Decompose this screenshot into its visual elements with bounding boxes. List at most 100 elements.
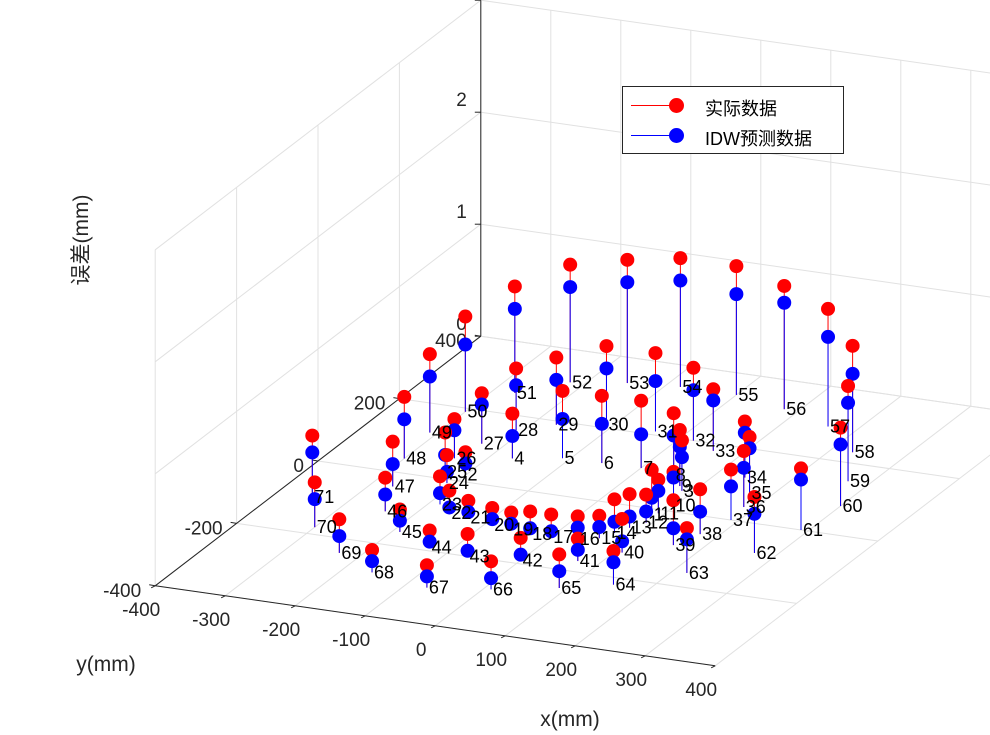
marker-actual-26 [447,412,462,427]
marker-actual-58 [845,338,860,353]
marker-idw-33 [706,393,721,408]
legend-label-idw: IDW预测数据 [705,129,812,149]
marker-idw-39 [666,521,681,536]
marker-actual-47 [385,434,400,449]
marker-actual-48 [397,389,412,404]
marker-actual-5 [555,383,570,398]
y-tick-label: 200 [354,394,386,415]
marker-idw-10 [666,470,681,485]
marker-actual-51 [507,279,522,294]
marker-idw-6 [594,416,609,431]
x-tick-label: 200 [545,660,577,681]
marker-idw-4 [505,429,520,444]
legend-item-actual: 实际数据 [623,91,843,121]
marker-idw-36 [736,460,751,475]
point-label-27: 27 [484,434,504,454]
marker-idw-42 [513,547,528,562]
marker-actual-65 [552,547,567,562]
marker-actual-12 [639,487,654,502]
marker-actual-45 [392,502,407,517]
marker-idw-17 [544,524,559,539]
marker-idw-67 [419,569,434,584]
marker-actual-28 [509,361,524,376]
point-label-12: 12 [648,513,668,533]
legend-item-idw: IDW预测数据 [623,121,843,151]
marker-actual-27 [474,386,489,401]
sidewall-gridline-z [154,0,482,251]
x-tick-mark [640,655,646,659]
marker-actual-6 [594,388,609,403]
marker-actual-42 [513,530,528,545]
marker-idw-15 [592,520,607,534]
point-label-9: 9 [682,476,692,496]
x-tick-label: 400 [685,680,717,701]
y-tick-mark [311,459,319,462]
grid-layer [154,0,990,667]
point-label-11: 11 [660,503,679,523]
marker-actual-30 [599,339,614,354]
marker-actual-59 [841,379,856,393]
marker-idw-47 [385,457,400,472]
marker-actual-67 [419,558,434,573]
point-label-47: 47 [395,476,415,496]
marker-idw-65 [552,564,567,579]
marker-actual-46 [378,470,393,485]
point-label-4: 4 [514,448,524,468]
point-label-29: 29 [558,415,578,435]
y-tick-label: -400 [103,581,141,602]
point-label-49: 49 [432,423,452,443]
point-label-5: 5 [565,448,575,468]
marker-actual-50 [458,309,473,324]
marker-actual-21 [461,493,476,508]
legend-line-actual [631,105,681,106]
point-label-32: 32 [695,431,715,451]
point-label-18: 18 [532,524,552,544]
point-label-52: 52 [572,372,592,392]
floor-gridline-y [236,522,797,604]
sidewall-gridline-z [154,223,482,475]
marker-idw-63 [679,532,694,547]
x-tick-mark [710,665,716,669]
marker-idw-43 [460,543,475,558]
marker-idw-44 [422,534,437,549]
marker-idw-51 [507,301,522,316]
point-label-55: 55 [738,385,758,405]
x-tick-mark [220,595,226,599]
marker-idw-40 [615,534,630,549]
x-tick-mark [500,635,506,639]
marker-layer [305,251,860,586]
marker-actual-7 [634,393,649,408]
point-label-69: 69 [341,543,361,563]
sidewall-gridline-z [154,111,482,363]
tick-labels: -400 -300 -200 -100 0 100 200 300 400-400-200020… [103,90,717,701]
point-label-50: 50 [467,402,487,422]
marker-actual-52 [563,257,578,272]
marker-idw-58 [845,366,860,381]
point-label-26: 26 [456,448,476,468]
z-axis-label: 误差(mm) [70,195,93,286]
marker-idw-54 [673,273,688,288]
point-label-71: 71 [314,487,334,507]
marker-idw-19 [504,516,519,531]
point-label-48: 48 [406,449,426,469]
point-label-40: 40 [624,543,644,563]
point-label-28: 28 [518,420,538,440]
point-label-44: 44 [432,537,452,557]
x-tick-label: 100 [475,650,507,671]
point-label-56: 56 [786,399,806,419]
marker-idw-61 [794,472,808,487]
marker-actual-20 [485,500,500,515]
y-axis-label: y(mm) [76,653,135,676]
marker-actual-66 [484,554,499,569]
point-label-15: 15 [601,528,621,548]
legend-label-actual: 实际数据 [705,99,777,119]
point-label-14: 14 [616,523,636,543]
marker-actual-49 [422,347,437,362]
marker-actual-39 [666,493,681,508]
marker-actual-22 [442,483,457,498]
z-tick-label: 1 [456,202,467,223]
marker-idw-52 [563,280,578,295]
marker-actual-35 [742,430,757,445]
